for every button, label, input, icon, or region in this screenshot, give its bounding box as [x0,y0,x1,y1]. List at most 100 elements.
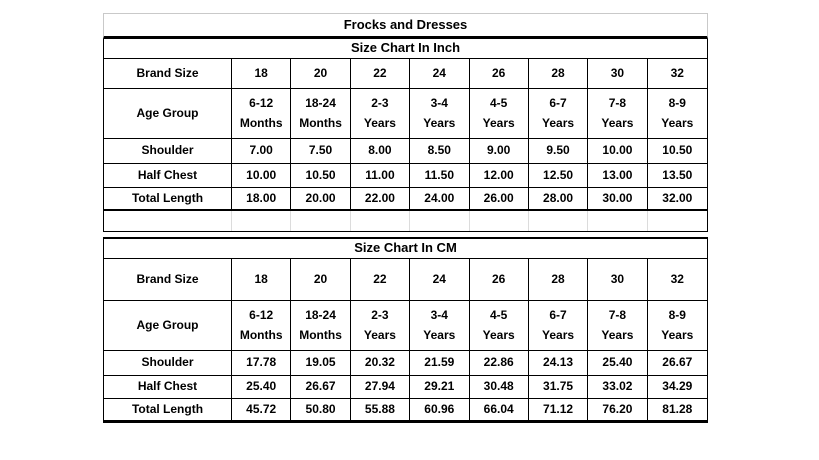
value-cell: 22.00 [351,188,411,209]
value-cell: 7-8 Years [588,89,648,138]
value-cell: 10.00 [232,164,292,187]
section-gap [103,232,708,237]
table-row: Total Length 45.72 50.80 55.88 60.96 66.04 71.… [103,399,708,423]
value-cell: 13.00 [588,164,648,187]
value-cell: 10.00 [588,139,648,163]
separator-cell [104,211,232,231]
value-cell: 66.04 [470,399,529,420]
value-cell: 25.40 [232,376,292,398]
table-row: Brand Size 18 20 22 24 26 28 30 32 [103,59,708,89]
value-cell: 30.00 [588,188,648,209]
table-title-row: Frocks and Dresses [103,13,708,39]
value-cell: 8.50 [410,139,470,163]
value-cell: 45.72 [232,399,292,420]
value-cell: 17.78 [232,351,292,375]
row-label: Age Group [104,89,232,138]
value-cell: 28.00 [529,188,589,209]
section-header-row: Size Chart In CM [103,237,708,259]
row-label: Brand Size [104,259,232,300]
value-cell: 2-3 Years [351,301,411,350]
value-cell: 22 [351,259,411,300]
row-label: Age Group [104,301,232,350]
value-cell: 7.50 [291,139,351,163]
value-cell: 32.00 [662,190,693,205]
value-cell: 18-24 Months [291,89,351,138]
value-cell: 30.48 [470,376,529,398]
table-row: Total Length 18.00 20.00 22.00 24.00 26.00 28.… [103,188,708,211]
row-label: Shoulder [104,351,232,375]
value-cell: 34.29 [662,379,693,394]
value-cell: 13.50 [662,167,693,182]
value-cell: 18 [232,59,292,88]
value-cell: 26.00 [470,188,529,209]
row-label: Total Length [104,399,232,420]
value-cell: 27.94 [351,376,411,398]
value-cell: 29.21 [410,376,470,398]
value-cell: 50.80 [291,399,351,420]
row-label: Half Chest [104,376,232,398]
value-cell: 60.96 [410,399,470,420]
value-cell: 26.67 [662,355,693,370]
table-row: Shoulder 17.78 19.05 20.32 21.59 22.86 24.13 25… [103,351,708,376]
row-label: Brand Size [104,59,232,88]
value-cell: 8-9 Years [661,308,694,342]
value-cell: 20 [291,59,351,88]
value-cell: 24 [410,259,470,300]
value-cell: 7-8 Years [588,301,648,350]
value-cell: 8.00 [351,139,411,163]
value-cell: 21.59 [410,351,470,375]
value-cell: 30 [588,59,648,88]
value-cell: 4-5 Years [470,89,529,138]
value-cell: 24.13 [529,351,589,375]
separator-row [103,211,708,232]
separator-cell [232,211,292,231]
separator-cell [529,211,589,231]
table-row: Shoulder 7.00 7.50 8.00 8.50 9.00 9.50 10.00 10.… [103,139,708,164]
separator-cell [291,211,351,231]
table-row: Half Chest 10.00 10.50 11.00 11.50 12.00 12.50… [103,164,708,188]
separator-cell [588,211,648,231]
value-cell: 6-12 Months [232,89,292,138]
value-cell: 8-9 Years [661,96,694,130]
value-cell: 32 [670,65,684,80]
value-cell: 28 [529,59,589,88]
value-cell: 9.50 [529,139,589,163]
value-cell: 4-5 Years [470,301,529,350]
value-cell: 6-7 Years [529,301,589,350]
table-row: Half Chest 25.40 26.67 27.94 29.21 30.48 31.75… [103,376,708,399]
value-cell: 12.00 [470,164,529,187]
value-cell: 18 [232,259,292,300]
value-cell: 3-4 Years [410,89,470,138]
value-cell: 2-3 Years [351,89,411,138]
section-header-row: Size Chart In Inch [103,39,708,59]
value-cell: 26 [470,59,529,88]
value-cell: 10.50 [662,143,693,158]
value-cell: 24.00 [410,188,470,209]
row-label: Total Length [104,188,232,209]
value-cell: 22.86 [470,351,529,375]
table-row: Brand Size 18 20 22 24 26 28 30 32 [103,259,708,301]
row-label: Shoulder [104,139,232,163]
value-cell: 76.20 [588,399,648,420]
value-cell: 31.75 [529,376,589,398]
value-cell: 81.28 [662,401,693,416]
value-cell: 11.00 [351,164,411,187]
value-cell: 26.67 [291,376,351,398]
table-body: Size Chart In Inch Brand Size 18 20 22 24 26 28… [103,39,708,423]
value-cell: 12.50 [529,164,589,187]
value-cell: 18.00 [232,188,292,209]
value-cell: 9.00 [470,139,529,163]
value-cell: 71.12 [529,399,589,420]
value-cell: 18-24 Months [291,301,351,350]
section-title: Size Chart In CM [354,240,457,256]
row-label: Half Chest [104,164,232,187]
table-row: Age Group 6-12 Months 18-24 Months 2-3 Year… [103,89,708,139]
separator-cell [351,211,411,231]
value-cell: 3-4 Years [410,301,470,350]
value-cell: 33.02 [588,376,648,398]
size-chart-table: Frocks and Dresses Size Chart In Inch Bra… [103,13,708,423]
value-cell: 55.88 [351,399,411,420]
separator-cell [648,211,707,231]
value-cell: 20.32 [351,351,411,375]
